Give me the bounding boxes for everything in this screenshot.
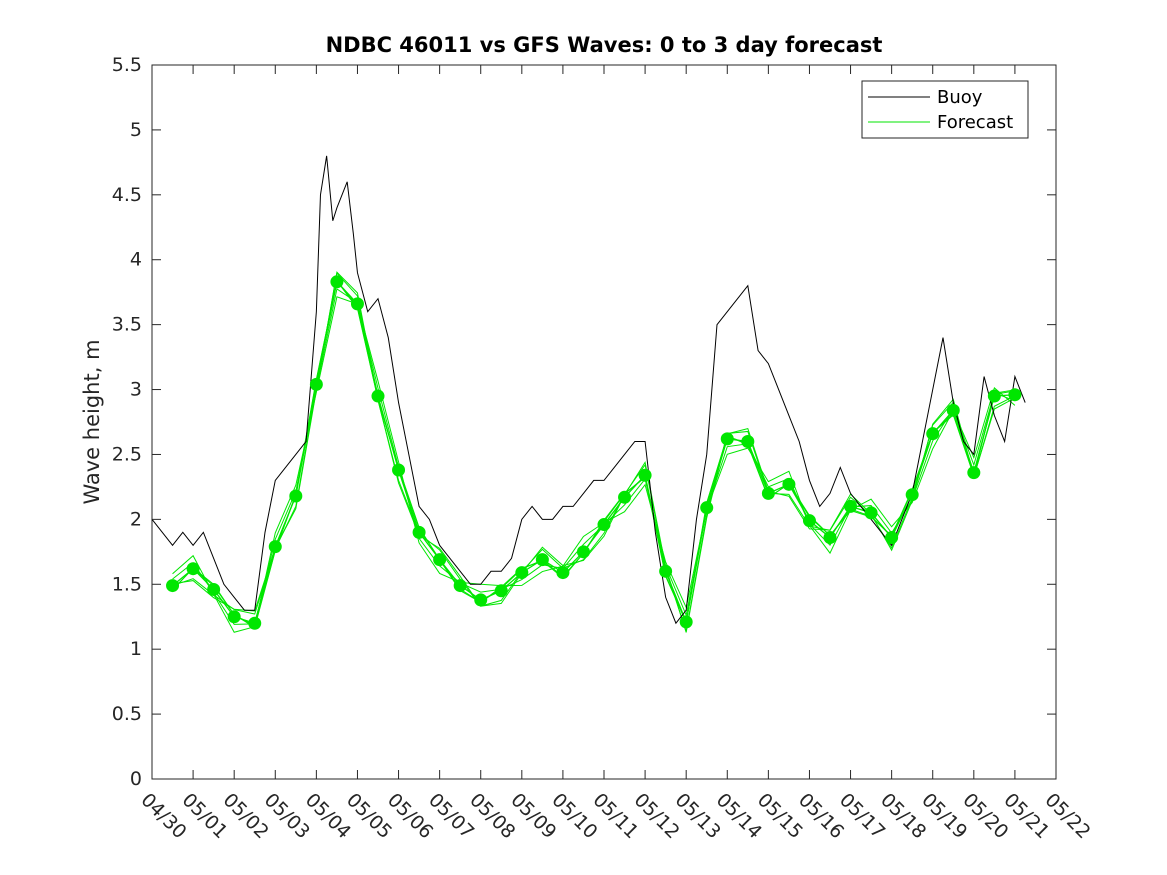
legend: Buoy Forecast xyxy=(861,80,1029,139)
y-axis-title: Wave height, m xyxy=(80,339,104,504)
forecast-point xyxy=(782,477,796,491)
x-tick-label: 05/08 xyxy=(465,789,519,843)
forecast-markers xyxy=(166,275,1022,630)
legend-forecast-label: Forecast xyxy=(937,112,1013,133)
forecast-point xyxy=(186,562,200,576)
plot-area xyxy=(151,64,1057,780)
forecast-point xyxy=(741,434,755,448)
y-tick-label: 5.5 xyxy=(112,54,142,76)
y-tick-label: 2 xyxy=(130,508,142,530)
x-tick-label: 05/03 xyxy=(260,789,314,843)
y-tick-label: 4.5 xyxy=(112,184,142,206)
forecast-point xyxy=(905,488,919,502)
forecast-point xyxy=(515,566,529,580)
buoy-line xyxy=(151,155,1026,625)
forecast-point xyxy=(946,403,960,417)
forecast-point xyxy=(761,486,775,500)
forecast-point xyxy=(433,553,447,567)
forecast-point xyxy=(926,427,940,441)
x-tick-label: 05/21 xyxy=(999,789,1053,843)
forecast-point xyxy=(679,615,693,629)
forecast-point xyxy=(207,582,221,596)
chart-title: NDBC 46011 vs GFS Waves: 0 to 3 day fore… xyxy=(326,33,883,57)
x-tick-label: 05/16 xyxy=(794,789,848,843)
forecast-point xyxy=(392,463,406,477)
y-tick-label: 3 xyxy=(130,379,142,401)
forecast-point xyxy=(885,531,899,545)
x-tick-label: 05/12 xyxy=(630,789,684,843)
forecast-point xyxy=(412,525,426,539)
forecast-point xyxy=(618,490,632,504)
forecast-point xyxy=(268,540,282,554)
forecast-point xyxy=(864,506,878,520)
x-tick-label: 05/17 xyxy=(835,789,889,843)
forecast-point xyxy=(350,297,364,311)
x-tick-label: 05/15 xyxy=(753,789,807,843)
y-axis: 0 0.5 1 1.5 2 2.5 3 3.5 4 4.5 5 5.5 xyxy=(112,54,1056,790)
forecast-run-line xyxy=(172,296,1016,633)
forecast-point xyxy=(556,566,570,580)
x-tick-label: 04/30 xyxy=(136,789,190,843)
forecast-point xyxy=(1008,388,1022,402)
x-tick-label: 05/14 xyxy=(712,789,766,843)
y-tick-label: 0.5 xyxy=(112,703,142,725)
legend-box xyxy=(861,80,1029,139)
forecast-point xyxy=(844,499,858,513)
x-tick-label: 05/05 xyxy=(342,789,396,843)
forecast-point xyxy=(371,389,385,403)
x-tick-label: 05/09 xyxy=(506,789,560,843)
forecast-point xyxy=(453,579,467,593)
x-tick-label: 05/10 xyxy=(547,789,601,843)
x-tick-label: 05/04 xyxy=(301,789,355,843)
x-tick-label: 05/02 xyxy=(219,789,273,843)
x-tick-label: 05/06 xyxy=(383,789,437,843)
x-tick-label: 05/11 xyxy=(588,789,642,843)
forecast-point xyxy=(967,466,981,480)
forecast-point xyxy=(802,514,816,528)
y-tick-label: 4 xyxy=(130,249,142,271)
forecast-point xyxy=(289,489,303,503)
y-tick-label: 5 xyxy=(130,119,142,141)
forecast-point xyxy=(494,584,508,598)
forecast-point xyxy=(166,579,180,593)
x-tick-label: 05/07 xyxy=(424,789,478,843)
forecast-point xyxy=(227,610,241,624)
y-tick-label: 1 xyxy=(130,638,142,660)
forecast-point xyxy=(309,377,323,391)
y-tick-label: 2.5 xyxy=(112,443,142,465)
forecast-point xyxy=(823,531,837,545)
forecast-point xyxy=(248,616,262,630)
forecast-point xyxy=(700,501,714,515)
x-tick-label: 05/13 xyxy=(671,789,725,843)
forecast-point xyxy=(474,593,488,607)
forecast-point xyxy=(659,564,673,578)
forecast-point xyxy=(638,468,652,482)
y-tick-label: 3.5 xyxy=(112,314,142,336)
x-tick-label: 05/19 xyxy=(917,789,971,843)
forecast-point xyxy=(597,518,611,532)
x-tick-label: 05/01 xyxy=(178,789,232,843)
x-tick-label: 05/20 xyxy=(958,789,1012,843)
x-tick-label: 05/18 xyxy=(876,789,930,843)
legend-buoy-label: Buoy xyxy=(937,87,983,108)
forecast-point xyxy=(330,275,344,289)
x-tick-label: 05/22 xyxy=(1040,789,1094,843)
forecast-point xyxy=(720,432,734,446)
y-tick-label: 1.5 xyxy=(112,573,142,595)
y-tick-label: 0 xyxy=(130,768,142,790)
forecast-point xyxy=(535,553,549,567)
forecast-point xyxy=(576,545,590,559)
forecast-point xyxy=(987,389,1001,403)
